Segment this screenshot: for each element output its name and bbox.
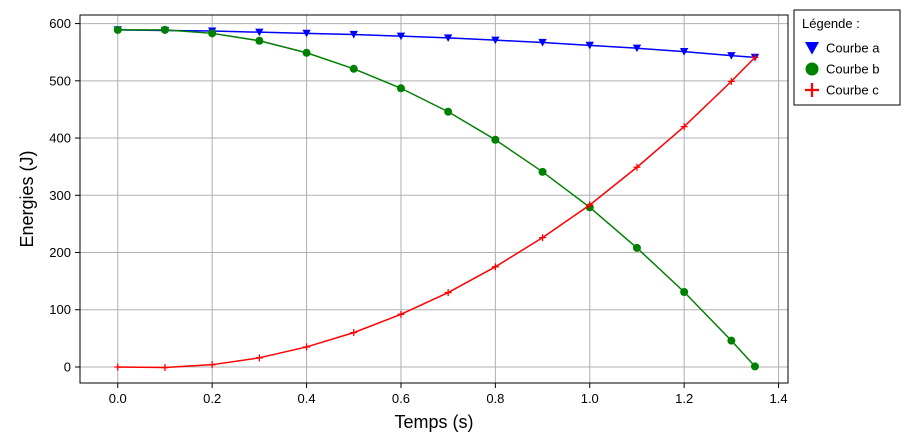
data-point xyxy=(491,263,499,271)
data-point xyxy=(160,25,169,34)
data-point xyxy=(161,364,169,372)
series-line xyxy=(117,56,756,369)
x-tick-label: 1.4 xyxy=(770,391,788,406)
data-point xyxy=(302,48,311,57)
data-point xyxy=(396,84,405,93)
x-tick-label: 0.8 xyxy=(486,391,504,406)
y-tick-label: 0 xyxy=(64,359,71,374)
data-point xyxy=(727,52,736,60)
data-point xyxy=(255,354,263,362)
x-tick-label: 0.6 xyxy=(392,391,410,406)
data-point xyxy=(349,64,358,73)
x-tick-label: 1.2 xyxy=(675,391,693,406)
plot-frame xyxy=(79,14,789,384)
data-point xyxy=(208,29,217,38)
data-point xyxy=(491,36,500,45)
data-point xyxy=(444,107,453,116)
y-tick-label: 600 xyxy=(49,16,71,31)
data-point xyxy=(349,30,358,39)
data-point xyxy=(750,362,759,371)
data-point xyxy=(727,77,735,85)
data-point xyxy=(396,32,406,41)
data-point xyxy=(632,44,642,53)
data-point xyxy=(114,363,122,371)
legend-label: Courbe c xyxy=(826,83,879,98)
data-point xyxy=(443,34,453,42)
data-point xyxy=(350,329,358,337)
legend-label: Courbe a xyxy=(826,41,880,56)
legend-title: Légende : xyxy=(802,16,860,31)
y-tick-label: 400 xyxy=(49,131,71,146)
data-point xyxy=(680,288,689,297)
ticks: 0.0 0.2 0.4 0.6 0.8 1.0 1.2 1.4 0 100 200 300 400 500… xyxy=(49,16,787,406)
legend: Légende : Courbe a Courbe b Courbe c xyxy=(793,9,901,106)
data-point xyxy=(491,135,500,144)
data-point xyxy=(633,163,641,171)
data-point xyxy=(680,123,688,131)
series-courbe-b xyxy=(113,25,759,371)
legend-label: Courbe b xyxy=(826,62,879,77)
x-tick-label: 0.0 xyxy=(109,391,127,406)
y-tick-label: 500 xyxy=(49,73,71,88)
x-tick-label: 0.2 xyxy=(203,391,221,406)
data-point xyxy=(303,343,311,351)
data-point xyxy=(585,41,594,50)
y-tick-label: 200 xyxy=(49,245,71,260)
data-point xyxy=(302,29,311,38)
y-axis-title: Energies (J) xyxy=(17,150,37,247)
data-point xyxy=(586,201,594,209)
legend-marker xyxy=(805,83,819,97)
legend-marker xyxy=(805,42,819,55)
y-tick-label: 300 xyxy=(49,188,71,203)
data-point xyxy=(679,48,689,56)
data-point xyxy=(208,361,216,369)
y-tick-label: 100 xyxy=(49,302,71,317)
data-point xyxy=(397,310,405,318)
x-tick-label: 1.0 xyxy=(581,391,599,406)
data-point xyxy=(538,38,547,47)
legend-marker xyxy=(805,62,819,76)
x-tick-label: 0.4 xyxy=(298,391,316,406)
series-layer xyxy=(113,25,760,372)
data-point xyxy=(632,243,641,252)
data-point xyxy=(113,25,122,34)
x-axis-title: Temps (s) xyxy=(394,412,473,432)
data-point xyxy=(255,28,264,37)
data-point xyxy=(538,167,547,176)
grid xyxy=(80,15,788,383)
series-courbe-c xyxy=(114,53,759,372)
data-point xyxy=(539,234,547,242)
data-point xyxy=(444,289,452,297)
data-point xyxy=(255,36,264,45)
data-point xyxy=(727,336,736,345)
data-point xyxy=(751,53,759,61)
